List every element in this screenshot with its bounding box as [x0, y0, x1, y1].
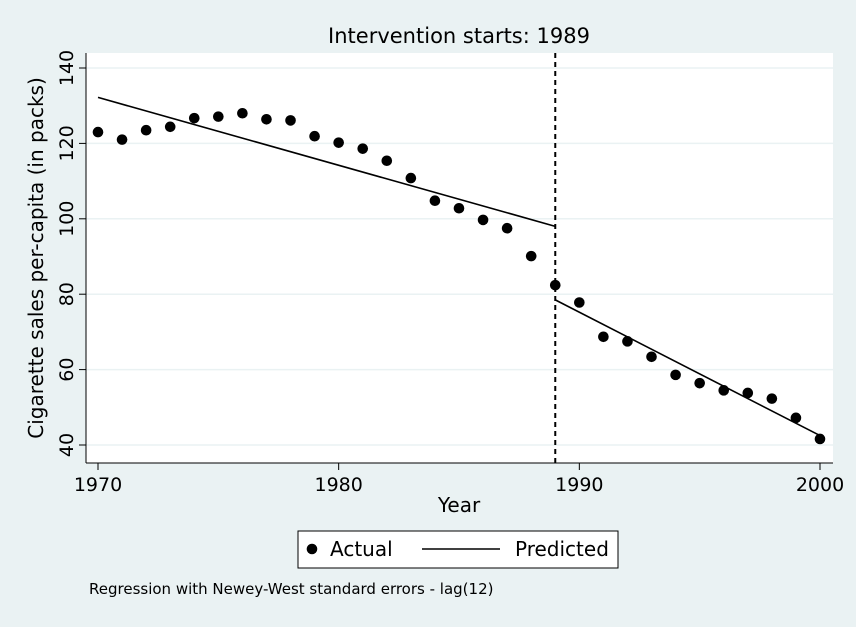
actual-point	[429, 195, 441, 207]
plot-area	[86, 53, 833, 463]
legend-label-actual: Actual	[330, 537, 393, 561]
actual-point	[525, 250, 537, 262]
x-tick-label: 2000	[796, 474, 844, 496]
actual-point	[718, 385, 730, 396]
predicted-line-segment	[97, 96, 556, 228]
actual-point	[742, 387, 754, 399]
actual-point	[333, 137, 344, 148]
y-tick-label: 80	[56, 282, 78, 306]
actual-point	[501, 222, 513, 234]
actual-point	[309, 130, 320, 142]
legend-label-predicted: Predicted	[515, 537, 609, 561]
x-tick-label: 1970	[74, 474, 122, 496]
x-tick-label: 1980	[314, 474, 362, 496]
predicted-series	[97, 96, 821, 437]
actual-point	[814, 433, 826, 445]
actual-point	[261, 113, 272, 125]
tick-layer: 40 60 80 100 120 140 1970 1980 1990 2000	[56, 50, 844, 496]
x-axis-title: Year	[437, 493, 481, 517]
chart-note: Regression with Newey-West standard erro…	[89, 580, 493, 598]
actual-point	[381, 155, 393, 167]
y-tick-label: 60	[56, 358, 78, 382]
actual-point	[237, 107, 248, 119]
chart-title: Intervention starts: 1989	[328, 24, 590, 48]
y-tick-label: 140	[56, 50, 78, 86]
x-tick-label: 1990	[555, 474, 603, 496]
actual-point	[285, 115, 296, 126]
y-axis-title: Cigarette sales per-capita (in packs)	[24, 77, 48, 438]
actual-point	[598, 331, 609, 343]
actual-point	[453, 202, 465, 214]
actual-point	[357, 143, 369, 154]
legend-marker-actual	[306, 543, 318, 555]
actual-point	[213, 111, 224, 122]
actual-point	[622, 336, 633, 347]
actual-point	[477, 214, 489, 226]
actual-point	[405, 172, 417, 184]
actual-point	[694, 377, 705, 389]
actual-series	[92, 107, 826, 445]
y-tick-label: 40	[56, 433, 78, 457]
y-tick-label: 120	[56, 125, 78, 161]
actual-point	[766, 393, 778, 404]
actual-point	[116, 134, 128, 145]
actual-point	[140, 124, 152, 136]
predicted-line-segment	[554, 299, 821, 437]
grid-layer	[86, 67, 833, 446]
actual-point	[574, 297, 585, 308]
actual-point	[164, 121, 176, 133]
actual-point	[188, 112, 200, 124]
actual-point	[670, 369, 681, 381]
y-tick-label: 100	[56, 201, 78, 237]
actual-point	[92, 126, 104, 138]
actual-point	[549, 279, 561, 291]
actual-point	[790, 412, 802, 424]
legend: Actual Predicted	[297, 530, 619, 569]
actual-point	[646, 351, 657, 363]
